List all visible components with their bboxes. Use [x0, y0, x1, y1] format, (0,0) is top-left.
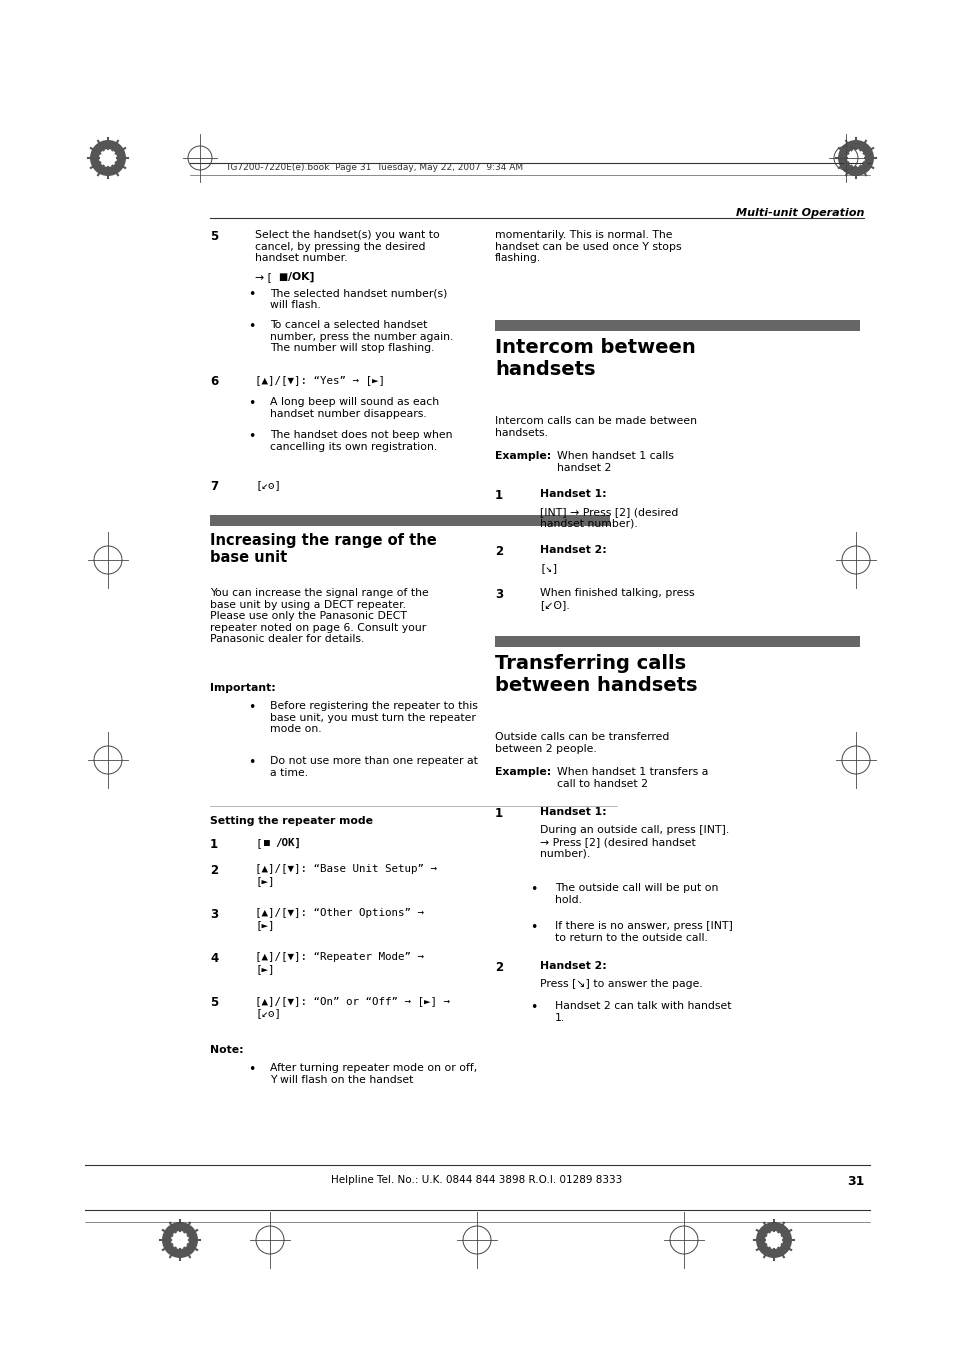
- Text: •: •: [248, 288, 255, 301]
- Text: Transferring calls
between handsets: Transferring calls between handsets: [495, 654, 697, 694]
- Text: 3: 3: [495, 588, 502, 601]
- Text: Intercom between
handsets: Intercom between handsets: [495, 338, 695, 380]
- Text: •: •: [248, 320, 255, 332]
- Circle shape: [99, 149, 117, 168]
- Text: [↘]: [↘]: [539, 563, 558, 573]
- Text: 1: 1: [495, 807, 502, 820]
- Text: •: •: [248, 1063, 255, 1075]
- Text: 1: 1: [210, 838, 218, 851]
- Text: [▲]/[▼]: “Repeater Mode” →
[►]: [▲]/[▼]: “Repeater Mode” → [►]: [254, 952, 423, 974]
- Text: TG7200-7220E(e).book  Page 31  Tuesday, May 22, 2007  9:34 AM: TG7200-7220E(e).book Page 31 Tuesday, Ma…: [225, 163, 522, 172]
- Text: •: •: [530, 921, 537, 934]
- Text: Handset 2:: Handset 2:: [539, 961, 606, 971]
- Text: A long beep will sound as each
handset number disappears.: A long beep will sound as each handset n…: [270, 397, 438, 419]
- Text: → [: → [: [254, 272, 272, 282]
- Text: During an outside call, press [INT].
→ Press [2] (desired handset
number).: During an outside call, press [INT]. → P…: [539, 825, 728, 858]
- Text: The handset does not beep when
cancelling its own registration.: The handset does not beep when cancellin…: [270, 430, 452, 451]
- Circle shape: [171, 1231, 189, 1250]
- Text: •: •: [248, 701, 255, 713]
- Text: Multi-unit Operation: Multi-unit Operation: [735, 208, 863, 218]
- Text: Handset 1:: Handset 1:: [539, 489, 606, 499]
- Text: 3: 3: [210, 908, 218, 921]
- Text: 1: 1: [495, 489, 502, 503]
- Text: /OK]: /OK]: [288, 272, 314, 282]
- Text: ■: ■: [264, 838, 270, 848]
- Text: The outside call will be put on
hold.: The outside call will be put on hold.: [555, 884, 718, 905]
- Text: You can increase the signal range of the
base unit by using a DECT repeater.
Ple: You can increase the signal range of the…: [210, 588, 428, 644]
- Text: 5: 5: [210, 996, 218, 1009]
- Circle shape: [837, 141, 873, 176]
- Text: momentarily. This is normal. The
handset can be used once Υ stops
flashing.: momentarily. This is normal. The handset…: [495, 230, 680, 263]
- Text: 2: 2: [495, 961, 502, 974]
- Text: Handset 2:: Handset 2:: [539, 544, 606, 555]
- Text: Select the handset(s) you want to
cancel, by pressing the desired
handset number: Select the handset(s) you want to cancel…: [254, 230, 439, 263]
- Text: 2: 2: [210, 865, 218, 877]
- Text: 31: 31: [846, 1175, 864, 1188]
- Bar: [210, 515, 609, 526]
- Text: •: •: [248, 757, 255, 769]
- Text: The selected handset number(s)
will flash.: The selected handset number(s) will flas…: [270, 288, 447, 309]
- Text: Helpline Tel. No.: U.K. 0844 844 3898 R.O.I. 01289 8333: Helpline Tel. No.: U.K. 0844 844 3898 R.…: [331, 1175, 622, 1185]
- Circle shape: [90, 141, 126, 176]
- Circle shape: [764, 1231, 782, 1250]
- Text: 2: 2: [495, 544, 502, 558]
- Text: Handset 2 can talk with handset
1.: Handset 2 can talk with handset 1.: [555, 1001, 731, 1023]
- Text: After turning repeater mode on or off,
Υ will flash on the handset: After turning repeater mode on or off, Υ…: [270, 1063, 476, 1085]
- Text: •: •: [248, 397, 255, 409]
- Text: ■: ■: [277, 272, 287, 282]
- Text: When handset 1 transfers a
call to handset 2: When handset 1 transfers a call to hands…: [557, 767, 708, 789]
- Text: Important:: Important:: [210, 684, 275, 693]
- Text: Before registering the repeater to this
base unit, you must turn the repeater
mo: Before registering the repeater to this …: [270, 701, 477, 734]
- Text: When finished talking, press
[↙ʘ].: When finished talking, press [↙ʘ].: [539, 588, 694, 609]
- Text: Setting the repeater mode: Setting the repeater mode: [210, 816, 373, 825]
- Circle shape: [162, 1223, 198, 1258]
- Text: •: •: [530, 884, 537, 896]
- Text: When handset 1 calls
handset 2: When handset 1 calls handset 2: [557, 451, 673, 473]
- Text: •: •: [530, 1001, 537, 1015]
- Text: Example:: Example:: [495, 451, 551, 461]
- Circle shape: [755, 1223, 791, 1258]
- Text: Handset 1:: Handset 1:: [539, 807, 606, 817]
- Text: Increasing the range of the
base unit: Increasing the range of the base unit: [210, 534, 436, 566]
- Text: [↙ʘ]: [↙ʘ]: [254, 480, 281, 490]
- Text: Outside calls can be transferred
between 2 people.: Outside calls can be transferred between…: [495, 732, 669, 754]
- Text: Example:: Example:: [495, 767, 551, 777]
- Text: If there is no answer, press [INT]
to return to the outside call.: If there is no answer, press [INT] to re…: [555, 921, 732, 943]
- Text: 7: 7: [210, 480, 218, 493]
- Text: Intercom calls can be made between
handsets.: Intercom calls can be made between hands…: [495, 416, 697, 438]
- Text: [▲]/[▼]: “Base Unit Setup” →
[►]: [▲]/[▼]: “Base Unit Setup” → [►]: [254, 865, 436, 886]
- Circle shape: [846, 149, 864, 168]
- Text: /OK]: /OK]: [274, 838, 301, 848]
- Text: [▲]/[▼]: “Other Options” →
[►]: [▲]/[▼]: “Other Options” → [►]: [254, 908, 423, 929]
- Text: 6: 6: [210, 376, 218, 388]
- Text: To cancel a selected handset
number, press the number again.
The number will sto: To cancel a selected handset number, pre…: [270, 320, 453, 353]
- Text: Note:: Note:: [210, 1046, 243, 1055]
- Bar: [495, 636, 859, 647]
- Text: 4: 4: [210, 952, 218, 965]
- Text: [INT] → Press [2] (desired
handset number).: [INT] → Press [2] (desired handset numbe…: [539, 507, 678, 528]
- Text: Press [↘] to answer the page.: Press [↘] to answer the page.: [539, 979, 702, 989]
- Text: •: •: [248, 430, 255, 443]
- Text: [▲]/[▼]: “On” or “Off” → [►] →
[↙ʘ]: [▲]/[▼]: “On” or “Off” → [►] → [↙ʘ]: [254, 996, 450, 1017]
- Text: Do not use more than one repeater at
a time.: Do not use more than one repeater at a t…: [270, 757, 477, 778]
- Bar: [495, 320, 859, 331]
- Text: [▲]/[▼]: “Yes” → [►]: [▲]/[▼]: “Yes” → [►]: [254, 376, 385, 385]
- Text: [: [: [254, 838, 261, 848]
- Text: 5: 5: [210, 230, 218, 243]
